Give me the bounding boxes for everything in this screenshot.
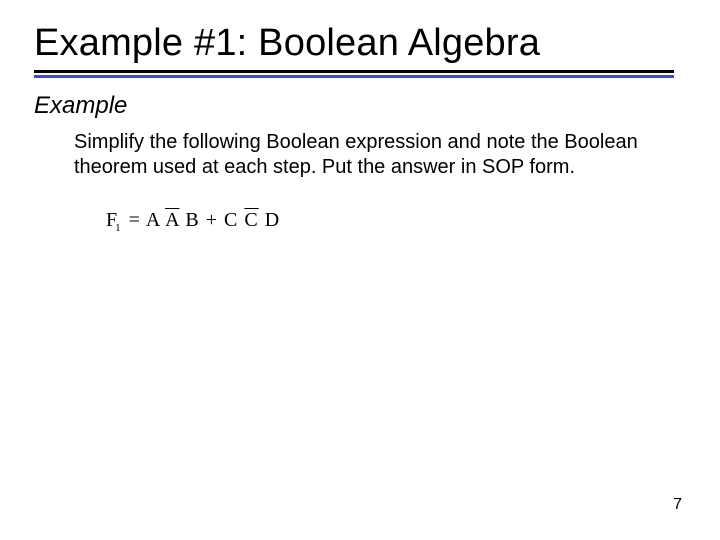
formula-lhs-sub: 1 [115,222,121,234]
title-rule [34,70,674,78]
formula-term1-a-bar: A [165,209,179,231]
page-number: 7 [673,496,682,514]
formula-term2-d: D [265,209,280,231]
formula-plus: + [206,209,218,231]
boolean-formula: F1 = A A B + C C D [106,209,686,234]
rule-blue [34,75,674,78]
formula-eq: = [129,209,141,231]
slide-content: Example #1: Boolean Algebra Example Simp… [0,0,720,540]
problem-statement: Simplify the following Boolean expressio… [74,130,644,181]
formula-term2-c: C [224,209,238,231]
formula-term2-c-bar: C [244,209,258,231]
formula-term1-b: B [185,209,199,231]
example-label: Example [34,92,686,120]
formula-term1-a: A [146,209,160,231]
slide-title: Example #1: Boolean Algebra [34,22,686,66]
rule-black [34,70,674,73]
